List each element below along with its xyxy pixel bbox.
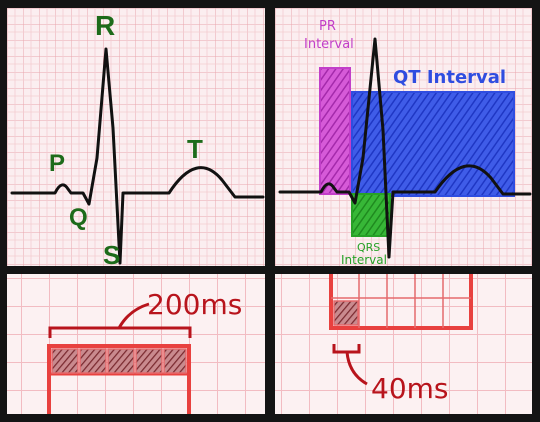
ecg-trace <box>278 37 532 259</box>
small-box-svg: 40ms <box>275 274 532 414</box>
pr-label-line1: PR <box>319 19 336 34</box>
s-wave-label: S <box>103 240 120 266</box>
small-box-2 <box>79 348 107 374</box>
small-box-1 <box>51 348 79 374</box>
qrs-label-line2: Interval <box>341 253 387 266</box>
q-wave-label: Q <box>69 204 88 231</box>
small-box-duration-label: 40ms <box>371 372 449 405</box>
duration-bracket <box>332 344 361 354</box>
small-box-4 <box>135 348 163 374</box>
large-box-outline <box>47 344 191 414</box>
t-wave-label: T <box>187 134 203 164</box>
r-wave-label: R <box>95 10 115 41</box>
small-box-5 <box>163 348 187 374</box>
ecg-trace <box>10 47 265 265</box>
single-small-box <box>333 300 359 326</box>
grid-paper <box>7 8 265 266</box>
qrs-label-line1: QRS <box>357 241 380 254</box>
large-box-duration-label: 200ms <box>147 288 242 321</box>
small-box-row <box>51 348 187 374</box>
inner-grid <box>331 274 471 328</box>
qt-interval-region <box>351 91 515 197</box>
pr-label-line2: Interval <box>304 37 354 52</box>
qrs-interval-region <box>351 193 391 237</box>
ecg-intervals-panel: PR Interval QT Interval QRS Interval <box>275 8 532 266</box>
large-box-svg: 200ms <box>7 274 265 414</box>
bracket-pointer <box>345 351 368 386</box>
large-box-panel: 200ms <box>7 274 265 414</box>
bracket-pointer <box>117 302 150 329</box>
qt-label: QT Interval <box>393 67 506 88</box>
small-box-3 <box>107 348 135 374</box>
ecg-intervals-svg: PR Interval QT Interval QRS Interval <box>275 8 532 266</box>
ecg-waveform-panel: R P Q S T <box>7 8 265 266</box>
small-box-panel: 40ms <box>275 274 532 414</box>
ecg-waveform-svg: R P Q S T <box>7 8 265 266</box>
pr-interval-region <box>319 67 351 195</box>
p-wave-label: P <box>49 150 65 177</box>
